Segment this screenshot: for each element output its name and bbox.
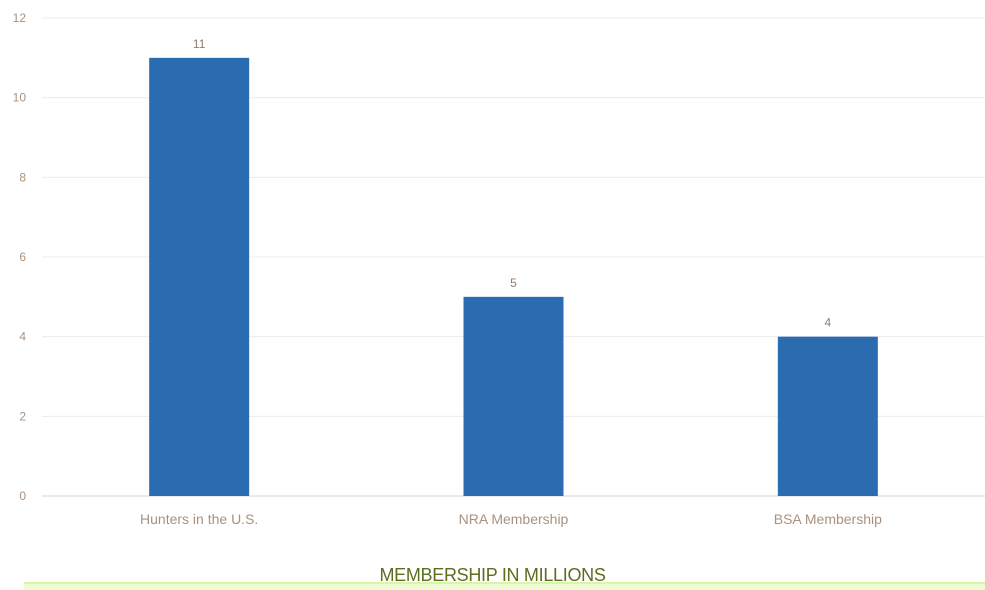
y-tick-label-8: 8 [19,170,26,184]
bars [149,57,878,496]
footer-band [24,582,985,590]
data-label-2: 4 [824,316,831,330]
bar-0 [149,57,250,496]
bar-1 [463,296,564,496]
y-tick-label-10: 10 [13,91,27,105]
category-label-1: NRA Membership [459,511,569,527]
y-axis-ticks: 0 2 4 6 8 10 12 [13,11,27,503]
y-tick-label-2: 2 [19,409,26,423]
bar-chart: 0 2 4 6 8 10 12 11 5 4 Hunters in the U.S. NRA Me… [13,11,985,527]
category-label-2: BSA Membership [774,511,882,527]
data-labels: 11 5 4 [193,37,832,330]
data-label-0: 11 [193,37,206,51]
data-label-1: 5 [510,276,517,290]
y-tick-label-6: 6 [19,250,26,264]
category-label-0: Hunters in the U.S. [140,511,258,527]
y-tick-label-4: 4 [19,330,26,344]
y-tick-label-0: 0 [19,489,26,503]
x-axis-title: MEMBERSHIP IN MILLIONS [379,565,606,585]
y-tick-label-12: 12 [13,11,27,25]
x-axis-categories: Hunters in the U.S. NRA Membership BSA Mem… [140,511,882,527]
bar-2 [777,336,878,496]
